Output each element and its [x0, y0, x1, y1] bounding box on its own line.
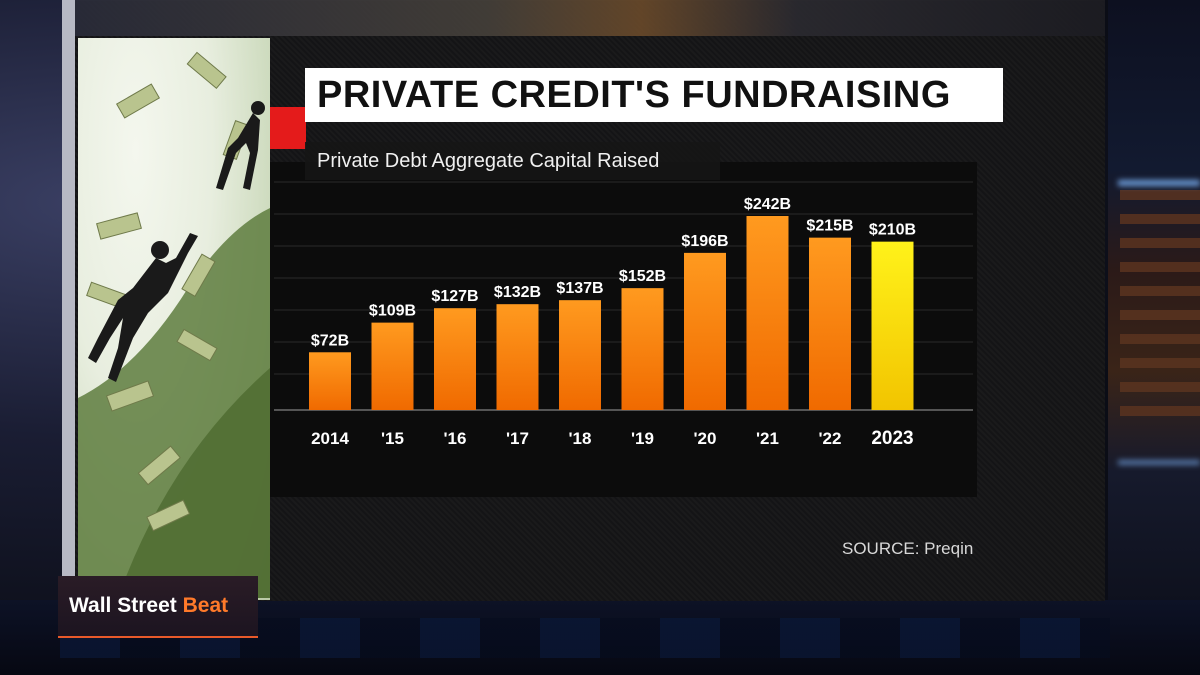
data-label: $137B: [556, 280, 603, 297]
data-label: $210B: [869, 222, 916, 239]
bar-21: [746, 216, 789, 410]
bar-22: [809, 237, 851, 410]
data-label: $132B: [494, 284, 541, 301]
data-label: $72B: [311, 332, 349, 349]
chart-subtitle: Private Debt Aggregate Capital Raised: [317, 149, 660, 172]
bar-chart: $72B $109B $127B $132B $137B $152B $196B $242B $…: [274, 181, 973, 449]
bar-15: [371, 322, 414, 410]
data-label: $196B: [681, 233, 728, 250]
bar-17: [496, 304, 539, 410]
bar-18: [559, 300, 601, 410]
screen-frame: [62, 0, 75, 600]
subtitle-banner: Private Debt Aggregate Capital Raised: [305, 142, 720, 180]
screen-top-imagery: [75, 0, 1105, 36]
bar-2014: [309, 352, 351, 410]
bar-16: [434, 308, 476, 410]
x-tick-label: '20: [694, 429, 717, 448]
bar-2023: [871, 241, 914, 410]
light-strip: [1118, 460, 1200, 465]
title-banner: PRIVATE CREDIT'S FUNDRAISING: [305, 68, 1003, 122]
program-name-part2: Beat: [182, 594, 229, 617]
x-tick-label: '15: [381, 429, 404, 448]
source-note: SOURCE: Preqin: [842, 539, 974, 558]
x-tick-label: 2014: [311, 429, 349, 448]
x-tick-label: '19: [631, 429, 654, 448]
chart-x-tick-labels: 2014 '15 '16 '17 '18 '19 '20 '21 '22 2023: [311, 428, 914, 449]
x-tick-label: '22: [819, 429, 842, 448]
chart-bars: [309, 216, 914, 410]
bar-20: [684, 252, 726, 410]
chart-title: PRIVATE CREDIT'S FUNDRAISING: [317, 73, 951, 116]
bar-19: [621, 288, 664, 410]
program-name: Wall Street Beat: [58, 594, 228, 618]
data-label: $215B: [806, 218, 853, 235]
data-label: $109B: [369, 303, 416, 320]
data-label: $242B: [744, 196, 791, 213]
x-tick-label: 2023: [871, 428, 913, 449]
wall-stripes: [1120, 190, 1200, 440]
data-label: $127B: [431, 288, 478, 305]
title-accent-bar: [270, 107, 306, 149]
falling-money-illustration: [78, 38, 270, 600]
program-name-part1: Wall Street: [69, 594, 183, 617]
light-strip: [1118, 180, 1200, 186]
x-tick-label: '21: [756, 429, 779, 448]
program-logo: Wall Street Beat: [58, 576, 258, 638]
data-label: $152B: [619, 268, 666, 285]
chart-data-labels: $72B $109B $127B $132B $137B $152B $196B $242B $…: [311, 196, 916, 349]
x-tick-label: '17: [506, 429, 529, 448]
x-tick-label: '16: [444, 429, 467, 448]
x-tick-label: '18: [569, 429, 592, 448]
